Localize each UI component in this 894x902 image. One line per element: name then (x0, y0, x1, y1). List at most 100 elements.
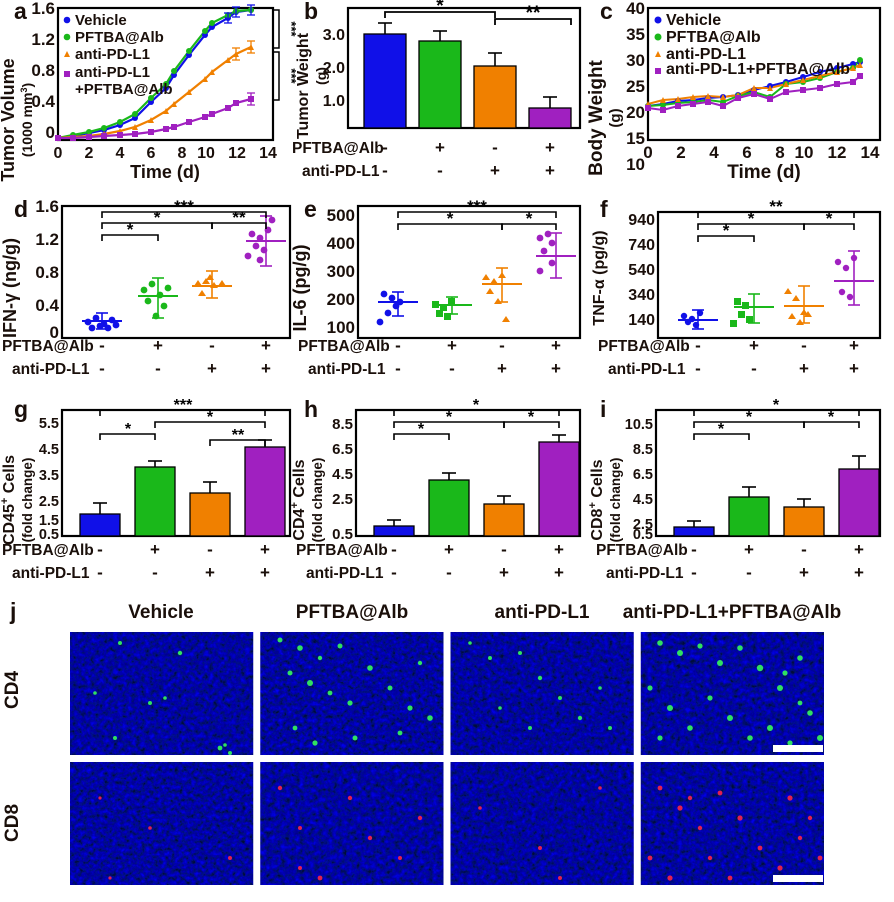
svg-text:0.4: 0.4 (31, 92, 55, 111)
svg-text:+: + (261, 359, 271, 378)
svg-text:Tumor Volume: Tumor Volume (0, 58, 18, 181)
svg-text:+: + (849, 336, 859, 355)
svg-text:+: + (749, 336, 759, 355)
svg-text:10.5: 10.5 (625, 417, 653, 433)
svg-text:+: + (854, 540, 864, 559)
svg-text:PFTBA@Alb: PFTBA@Alb (296, 602, 408, 623)
svg-text:+: + (490, 161, 500, 180)
svg-text:+: + (799, 563, 809, 582)
svg-text:-: - (691, 540, 697, 559)
svg-text:1.2: 1.2 (35, 230, 59, 249)
svg-text:+PFTBA@Alb: +PFTBA@Alb (75, 81, 173, 98)
svg-text:+: + (799, 359, 809, 378)
svg-text:CD4: CD4 (2, 671, 23, 709)
svg-text:-: - (391, 540, 397, 559)
svg-text:740: 740 (628, 237, 655, 254)
svg-text:+: + (150, 540, 160, 559)
svg-text:***: *** (467, 198, 487, 216)
svg-text:*: * (746, 409, 753, 426)
svg-text:*: * (526, 209, 533, 228)
svg-text:-: - (437, 161, 443, 180)
svg-text:-: - (395, 359, 401, 378)
svg-text:(fold change): (fold change) (310, 458, 325, 543)
svg-text:*: * (418, 421, 425, 438)
svg-text:15: 15 (626, 129, 645, 148)
svg-text:anti-PD-L1: anti-PD-L1 (75, 46, 150, 63)
svg-text:anti-PD-L1: anti-PD-L1 (12, 565, 90, 582)
svg-text:**: ** (526, 3, 541, 24)
svg-text:540: 540 (628, 262, 655, 279)
svg-text:0.5: 0.5 (633, 527, 653, 543)
svg-text:-: - (446, 563, 452, 582)
svg-text:2.0: 2.0 (323, 60, 345, 77)
svg-text:0: 0 (54, 145, 63, 162)
svg-text:300: 300 (327, 262, 355, 281)
svg-text:14: 14 (861, 143, 880, 162)
svg-text:CD8: CD8 (2, 804, 23, 842)
svg-text:8: 8 (775, 143, 784, 162)
svg-text:TNF-α (pg/g): TNF-α (pg/g) (591, 230, 608, 325)
svg-text:-: - (209, 336, 215, 355)
svg-text:PFTBA@Alb: PFTBA@Alb (298, 338, 390, 355)
svg-text:4.5: 4.5 (332, 466, 353, 483)
svg-text:0.5: 0.5 (332, 526, 353, 543)
svg-text:8.5: 8.5 (332, 416, 353, 433)
svg-text:Body Weight: Body Weight (588, 59, 607, 175)
svg-text:5.5: 5.5 (39, 416, 59, 432)
svg-text:-: - (695, 359, 701, 378)
svg-text:-: - (801, 540, 807, 559)
svg-text:anti-PD-L1: anti-PD-L1 (302, 163, 380, 180)
svg-text:1.6: 1.6 (31, 0, 55, 18)
svg-text:8.5: 8.5 (633, 442, 653, 458)
svg-text:140: 140 (628, 312, 655, 329)
svg-text:Time (d): Time (d) (130, 162, 200, 182)
svg-text:+: + (205, 563, 215, 582)
svg-text:4: 4 (116, 145, 125, 162)
svg-text:-: - (382, 161, 388, 180)
svg-text:anti-PD-L1: anti-PD-L1 (75, 64, 150, 81)
svg-text:Time (d): Time (d) (727, 162, 801, 183)
svg-text:-: - (751, 359, 757, 378)
svg-text:anti-PD-L1: anti-PD-L1 (306, 565, 384, 582)
svg-text:*: * (127, 220, 134, 239)
svg-text:*: * (528, 409, 535, 426)
svg-text:*: * (773, 397, 780, 414)
svg-text:12: 12 (228, 145, 246, 162)
svg-text:35: 35 (626, 25, 645, 44)
svg-text:10: 10 (197, 145, 215, 162)
svg-text:4.5: 4.5 (633, 492, 653, 508)
svg-text:*: * (748, 209, 755, 228)
svg-text:30: 30 (626, 51, 645, 70)
svg-text:-: - (691, 563, 697, 582)
svg-text:6.5: 6.5 (633, 467, 653, 483)
svg-text:*: * (207, 409, 214, 426)
svg-text:anti-PD-L1: anti-PD-L1 (12, 361, 90, 378)
svg-text:IL-6 (pg/g): IL-6 (pg/g) (290, 245, 310, 332)
svg-text:-: - (155, 359, 161, 378)
svg-text:+: + (260, 540, 270, 559)
svg-text:-: - (391, 563, 397, 582)
svg-text:+: + (435, 138, 445, 157)
svg-text:CD8+ Cells: CD8+ Cells (588, 459, 606, 540)
svg-text:*: * (436, 0, 444, 17)
svg-text:**: ** (769, 198, 783, 216)
svg-text:*: * (447, 209, 454, 228)
svg-text:10: 10 (626, 155, 645, 174)
svg-text:8: 8 (178, 145, 187, 162)
svg-text:12: 12 (828, 143, 847, 162)
svg-text:-: - (207, 540, 213, 559)
svg-text:*: * (826, 209, 833, 228)
svg-text:-: - (152, 563, 158, 582)
svg-text:(fold change): (fold change) (608, 458, 623, 543)
svg-text:2: 2 (85, 145, 94, 162)
svg-text:100: 100 (327, 318, 355, 337)
svg-text:1.0: 1.0 (323, 93, 345, 110)
svg-text:(g): (g) (607, 108, 624, 127)
svg-text:-: - (499, 336, 505, 355)
svg-text:Vehicle: Vehicle (666, 12, 721, 29)
svg-text:+: + (499, 563, 509, 582)
svg-text:0: 0 (643, 143, 652, 162)
svg-text:-: - (99, 336, 105, 355)
svg-text:+: + (497, 359, 507, 378)
svg-text:+: + (551, 359, 561, 378)
